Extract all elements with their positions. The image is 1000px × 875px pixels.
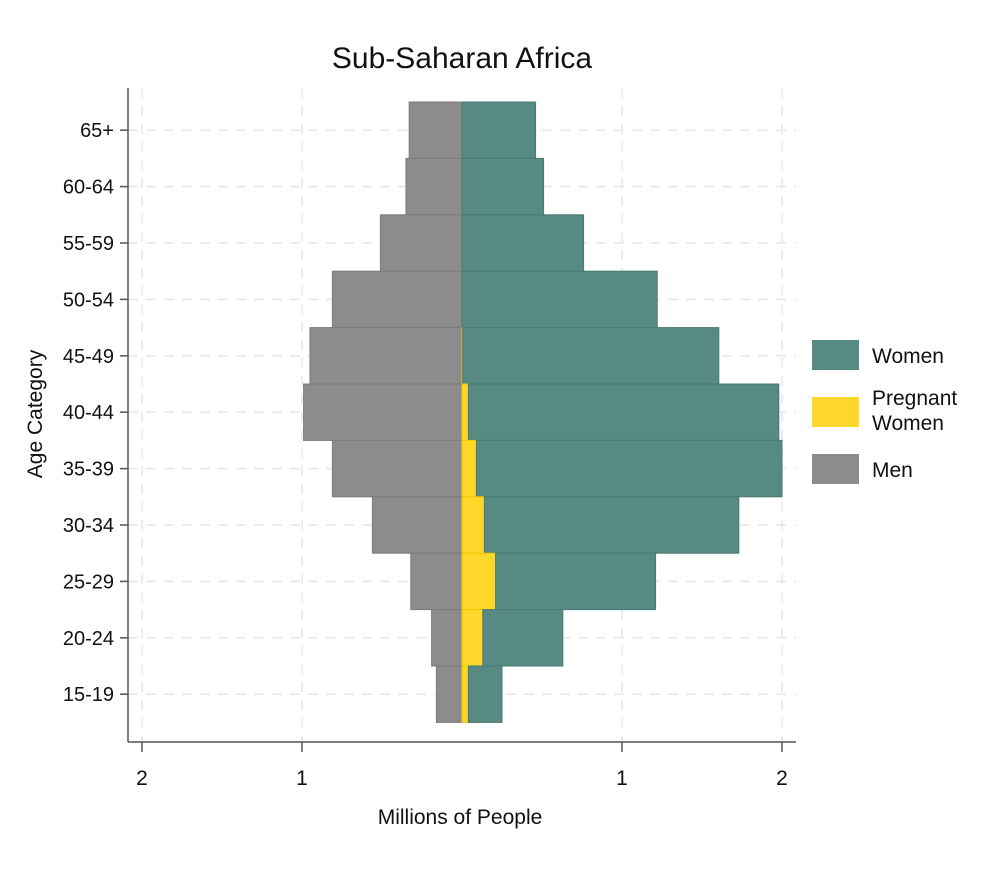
- y-tick-label: 35-39: [63, 459, 114, 481]
- legend-swatch-men: [812, 454, 859, 484]
- legend-label: Women: [872, 412, 944, 435]
- bar-pregnant-women-35-39: [461, 439, 477, 498]
- bar-men-60-64: [405, 157, 463, 216]
- bar-women-60-64: [461, 157, 545, 216]
- bar-women-55-59: [461, 214, 585, 272]
- y-tick-label: 20-24: [63, 628, 114, 650]
- bar-pregnant-women-25-29: [461, 552, 497, 611]
- y-tick-label: 30-34: [63, 515, 114, 537]
- bar-men-15-19: [435, 665, 463, 723]
- bar-pregnant-women-40-44: [461, 383, 469, 441]
- x-tick-label: 1: [616, 767, 628, 790]
- y-tick-label: 55-59: [63, 233, 114, 255]
- y-tick-label: 60-64: [63, 177, 114, 199]
- bar-men-20-24: [431, 609, 463, 667]
- bar-pregnant-women-20-24: [461, 609, 484, 667]
- bar-women-50-54: [461, 270, 658, 329]
- legend-swatch-pregnant-women: [812, 397, 859, 427]
- bar-men-45-49: [309, 327, 463, 385]
- y-axis-ticks: 65+ 60-64 55-59 50-54 45-49 40-44 35-39 30-34 25…: [63, 120, 128, 706]
- bar-men-55-59: [379, 214, 463, 272]
- y-tick-label: 50-54: [63, 289, 114, 311]
- y-tick-label: 45-49: [63, 346, 114, 368]
- bar-men-30-34: [371, 496, 463, 554]
- bar-men-65+: [408, 101, 463, 159]
- bar-women-25-29: [495, 552, 657, 611]
- legend-swatch-women: [812, 340, 859, 370]
- x-axis-ticks: 2 1 1 2: [136, 742, 788, 790]
- bar-men-40-44: [303, 383, 463, 441]
- bar-women-45-49: [462, 327, 720, 385]
- bar-women-40-44: [467, 383, 780, 441]
- chart-title: Sub-Saharan Africa: [332, 42, 592, 75]
- bar-men-25-29: [410, 552, 463, 611]
- bar-women-30-34: [483, 496, 740, 554]
- bar-women-65+: [461, 101, 537, 159]
- y-tick-label: 15-19: [63, 684, 114, 706]
- y-tick-label: 40-44: [63, 402, 114, 424]
- legend-label: Women: [872, 345, 944, 368]
- bar-women-35-39: [475, 439, 783, 498]
- bar-men-35-39: [331, 439, 463, 498]
- bar-pregnant-women-30-34: [461, 496, 485, 554]
- y-tick-label: 25-29: [63, 571, 114, 593]
- bar-men-50-54: [331, 270, 463, 329]
- legend-label: Pregnant: [872, 387, 957, 410]
- bar-pregnant-women-15-19: [461, 665, 469, 723]
- legend-label: Men: [872, 459, 913, 482]
- bar-women-20-24: [482, 609, 564, 667]
- x-tick-label: 1: [296, 767, 308, 790]
- y-axis-label: Age Category: [24, 349, 47, 478]
- bars: [303, 101, 783, 723]
- bar-women-15-19: [467, 665, 503, 723]
- x-tick-label: 2: [136, 767, 148, 790]
- x-tick-label: 2: [776, 767, 788, 790]
- x-axis-label: Millions of People: [378, 806, 543, 829]
- y-tick-label: 65+: [80, 120, 114, 142]
